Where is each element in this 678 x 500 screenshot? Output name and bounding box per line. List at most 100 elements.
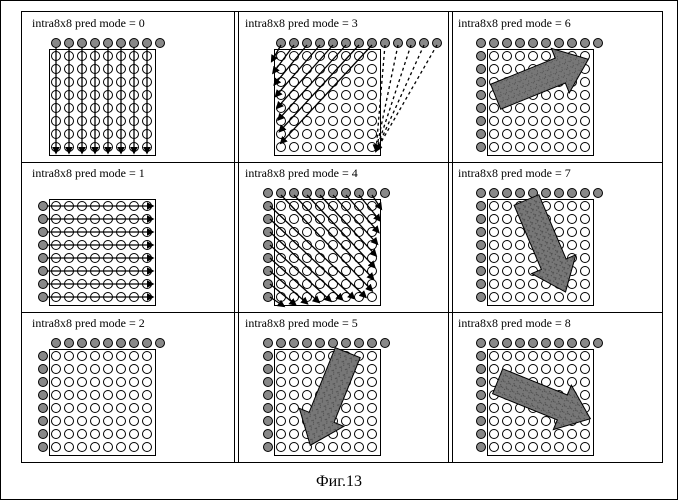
ref-pixel [38,429,48,439]
src-pixel [489,279,499,289]
src-pixel [129,377,139,387]
src-pixel [77,351,87,361]
src-pixel [64,403,74,413]
src-pixel [51,416,61,426]
src-pixel [541,442,551,452]
src-pixel [64,442,74,452]
src-pixel [528,129,538,139]
src-pixel [580,129,590,139]
src-pixel [489,142,499,152]
src-pixel [289,351,299,361]
src-pixel [567,201,577,211]
ref-pixel [263,338,273,348]
src-pixel [289,364,299,374]
src-pixel [580,214,590,224]
mode-title: intra8x8 pred mode = 0 [32,16,145,31]
src-pixel [276,351,286,361]
src-pixel [567,116,577,126]
src-pixel [64,429,74,439]
mode-cell-3: intra8x8 pred mode = 3 [235,12,448,162]
mode-cell-6: intra8x8 pred mode = 6 [448,12,661,162]
src-pixel [554,142,564,152]
src-pixel [367,416,377,426]
ref-pixel [90,338,100,348]
ref-pixel [38,351,48,361]
src-pixel [129,442,139,452]
src-pixel [129,364,139,374]
src-pixel [580,201,590,211]
block-8x8 [267,184,397,294]
src-pixel [64,351,74,361]
ref-pixel [567,188,577,198]
ref-pixel [77,338,87,348]
src-pixel [541,129,551,139]
mode-title: intra8x8 pred mode = 6 [458,16,571,31]
src-pixel [354,442,364,452]
src-pixel [116,364,126,374]
ref-pixel [476,201,486,211]
src-pixel [116,429,126,439]
mode-title: intra8x8 pred mode = 4 [245,166,358,181]
ref-pixel [541,338,551,348]
ref-pixel [476,51,486,61]
ref-pixel [515,38,525,48]
src-pixel [77,416,87,426]
ref-pixel [38,403,48,413]
ref-pixel [476,116,486,126]
block-8x8 [42,184,172,294]
ref-pixel [38,390,48,400]
src-pixel [515,429,525,439]
src-pixel [528,142,538,152]
src-pixel [580,364,590,374]
src-pixel [142,429,152,439]
ref-pixel [476,351,486,361]
src-pixel [64,377,74,387]
mode-title: intra8x8 pred mode = 2 [32,316,145,331]
src-pixel [354,429,364,439]
src-pixel [103,429,113,439]
src-pixel [129,390,139,400]
src-pixel [515,142,525,152]
src-pixel [515,292,525,302]
src-pixel [77,390,87,400]
src-pixel [51,390,61,400]
src-pixel [580,142,590,152]
src-pixel [90,442,100,452]
ref-pixel [593,38,603,48]
ref-pixel [276,338,286,348]
src-pixel [129,429,139,439]
src-pixel [515,442,525,452]
ref-pixel [476,292,486,302]
src-pixel [489,227,499,237]
src-pixel [51,442,61,452]
src-pixel [489,266,499,276]
src-pixel [567,103,577,113]
ref-pixel [528,338,538,348]
src-pixel [367,442,377,452]
ref-pixel [380,338,390,348]
src-pixel [142,403,152,413]
ref-pixel [489,338,499,348]
mode-cell-1: intra8x8 pred mode = 1 [22,162,235,312]
src-pixel [64,390,74,400]
src-pixel [64,416,74,426]
ref-pixel [38,364,48,374]
ref-pixel [476,442,486,452]
src-pixel [567,129,577,139]
ref-pixel [263,403,273,413]
ref-pixel [367,338,377,348]
mode-cell-8: intra8x8 pred mode = 8 [448,312,661,462]
src-pixel [580,103,590,113]
block-8x8 [480,34,610,144]
src-pixel [489,429,499,439]
ref-pixel [129,338,139,348]
src-pixel [502,442,512,452]
src-pixel [554,351,564,361]
ref-pixel [476,214,486,224]
src-pixel [51,351,61,361]
ref-pixel [476,266,486,276]
ref-pixel [489,38,499,48]
ref-pixel [263,416,273,426]
src-pixel [142,364,152,374]
ref-pixel [567,338,577,348]
